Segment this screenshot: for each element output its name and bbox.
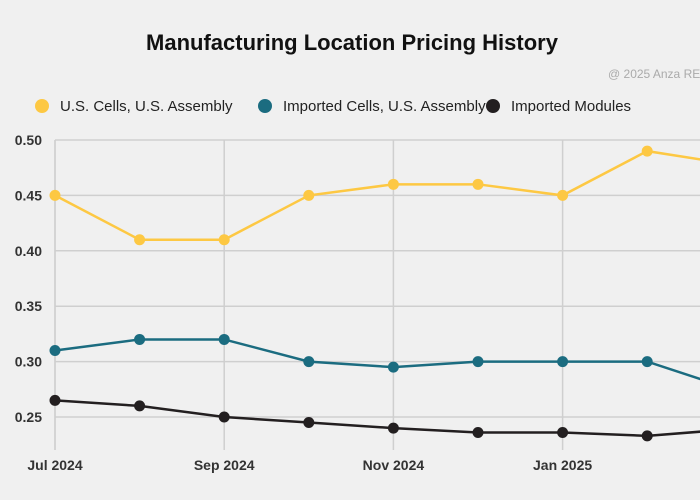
data-point[interactable]	[387, 422, 399, 434]
data-point[interactable]	[557, 356, 569, 368]
data-point[interactable]	[134, 333, 146, 345]
data-point[interactable]	[472, 427, 484, 439]
legend-marker	[35, 99, 49, 113]
data-point[interactable]	[49, 394, 61, 406]
legend-item[interactable]: Imported Modules	[486, 98, 631, 115]
data-point[interactable]	[303, 356, 315, 368]
data-point[interactable]	[218, 234, 230, 246]
legend-label: Imported Cells, U.S. Assembly	[283, 98, 486, 115]
data-point[interactable]	[641, 430, 653, 442]
chart-credit: @ 2025 Anza RE	[608, 67, 700, 81]
legend-label: Imported Modules	[511, 98, 631, 115]
y-tick-label: 0.30	[15, 354, 42, 370]
series-group	[49, 145, 700, 442]
legend-label: U.S. Cells, U.S. Assembly	[60, 98, 233, 115]
legend: U.S. Cells, U.S. Assembly Imported Cells,…	[35, 98, 631, 115]
series-line	[54, 399, 700, 438]
data-point[interactable]	[218, 411, 230, 423]
data-point[interactable]	[641, 356, 653, 368]
data-point[interactable]	[387, 361, 399, 373]
legend-marker	[258, 99, 272, 113]
data-point[interactable]	[557, 189, 569, 201]
series-2	[49, 394, 700, 442]
data-point[interactable]	[641, 145, 653, 157]
data-point[interactable]	[472, 178, 484, 190]
data-point[interactable]	[387, 178, 399, 190]
y-tick-label: 0.40	[15, 243, 42, 259]
data-point[interactable]	[557, 427, 569, 439]
legend-item[interactable]: U.S. Cells, U.S. Assembly	[35, 98, 233, 115]
series-0	[49, 145, 700, 246]
legend-item[interactable]: Imported Cells, U.S. Assembly	[258, 98, 486, 115]
data-point[interactable]	[49, 345, 61, 357]
legend-marker	[486, 99, 500, 113]
series-line	[54, 338, 700, 381]
data-point[interactable]	[472, 356, 484, 368]
y-axis: 0.50 0.45 0.40 0.35 0.30 0.25	[15, 132, 42, 425]
data-point[interactable]	[134, 234, 146, 246]
chart-title: Manufacturing Location Pricing History	[146, 30, 559, 55]
y-tick-label: 0.35	[15, 298, 42, 314]
data-point[interactable]	[49, 189, 61, 201]
data-point[interactable]	[303, 417, 315, 429]
y-tick-label: 0.25	[15, 409, 42, 425]
data-point[interactable]	[303, 189, 315, 201]
y-tick-label: 0.50	[15, 132, 42, 148]
x-tick-label: Nov 2024	[363, 457, 425, 473]
data-point[interactable]	[218, 333, 230, 345]
x-tick-label: Sep 2024	[194, 457, 255, 473]
y-tick-label: 0.45	[15, 187, 42, 203]
data-point[interactable]	[134, 400, 146, 412]
series-1	[49, 333, 700, 381]
x-tick-label: Jan 2025	[533, 457, 592, 473]
x-tick-label: Jul 2024	[27, 457, 82, 473]
